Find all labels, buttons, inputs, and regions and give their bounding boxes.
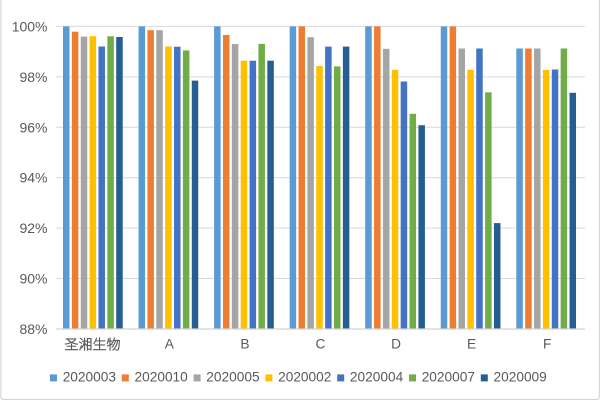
svg-text:88%: 88%	[19, 321, 47, 337]
svg-text:2020004: 2020004	[350, 370, 404, 385]
svg-text:2020010: 2020010	[135, 370, 189, 385]
svg-text:B: B	[240, 337, 249, 352]
svg-text:C: C	[316, 337, 326, 352]
svg-text:2020002: 2020002	[278, 370, 331, 385]
svg-text:A: A	[165, 337, 175, 352]
svg-text:92%: 92%	[19, 220, 47, 236]
svg-text:2020003: 2020003	[63, 370, 117, 385]
svg-text:98%: 98%	[19, 69, 47, 85]
svg-text:2020009: 2020009	[494, 370, 547, 385]
svg-text:2020005: 2020005	[206, 370, 260, 385]
svg-text:96%: 96%	[19, 119, 47, 135]
svg-text:90%: 90%	[19, 271, 47, 287]
svg-text:E: E	[467, 337, 476, 352]
svg-text:100%: 100%	[12, 18, 48, 34]
svg-text:D: D	[391, 337, 401, 352]
svg-text:94%: 94%	[19, 170, 47, 186]
svg-text:2020007: 2020007	[422, 370, 475, 385]
svg-text:F: F	[543, 337, 551, 352]
